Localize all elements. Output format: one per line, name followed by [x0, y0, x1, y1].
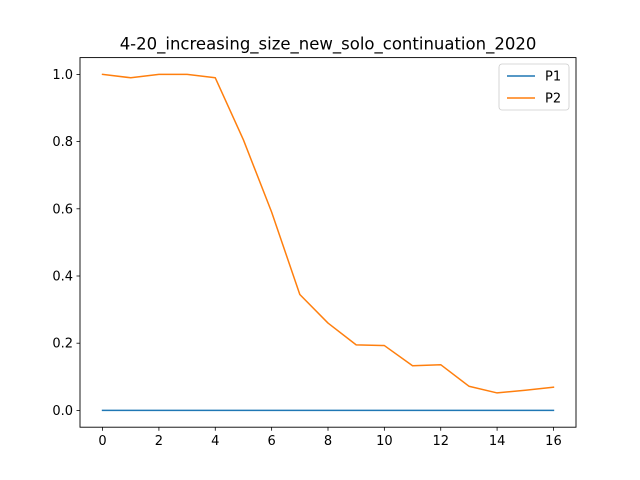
y-tick-label: 0.4: [52, 270, 73, 285]
x-axis: 0 2 4 6 8 10 12 14 16: [98, 427, 562, 449]
y-tick-label: 0.8: [52, 135, 73, 150]
y-tick-label: 0.6: [52, 202, 73, 217]
x-tick-label: 16: [545, 434, 562, 449]
x-tick-label: 8: [324, 434, 332, 449]
x-tick-label: 12: [432, 434, 449, 449]
x-tick-label: 2: [155, 434, 163, 449]
series-line-p2: [101, 73, 555, 394]
x-tick-label: 10: [376, 434, 393, 449]
chart-title: 4-20_increasing_size_new_solo_continuati…: [120, 35, 537, 55]
y-axis: 0.0 0.2 0.4 0.6 0.8 1.0: [52, 68, 80, 419]
legend-label-p1: P1: [545, 70, 561, 85]
x-tick-label: 14: [489, 434, 506, 449]
x-tick-label: 4: [211, 434, 219, 449]
legend-label-p2: P2: [545, 92, 561, 107]
y-tick-label: 0.2: [52, 337, 73, 352]
y-tick-label: 1.0: [52, 68, 73, 83]
x-tick-label: 6: [267, 434, 275, 449]
plot-area: [101, 73, 555, 412]
axes-frame: [79, 57, 577, 428]
x-tick-label: 0: [98, 434, 106, 449]
y-tick-label: 0.0: [52, 404, 73, 419]
